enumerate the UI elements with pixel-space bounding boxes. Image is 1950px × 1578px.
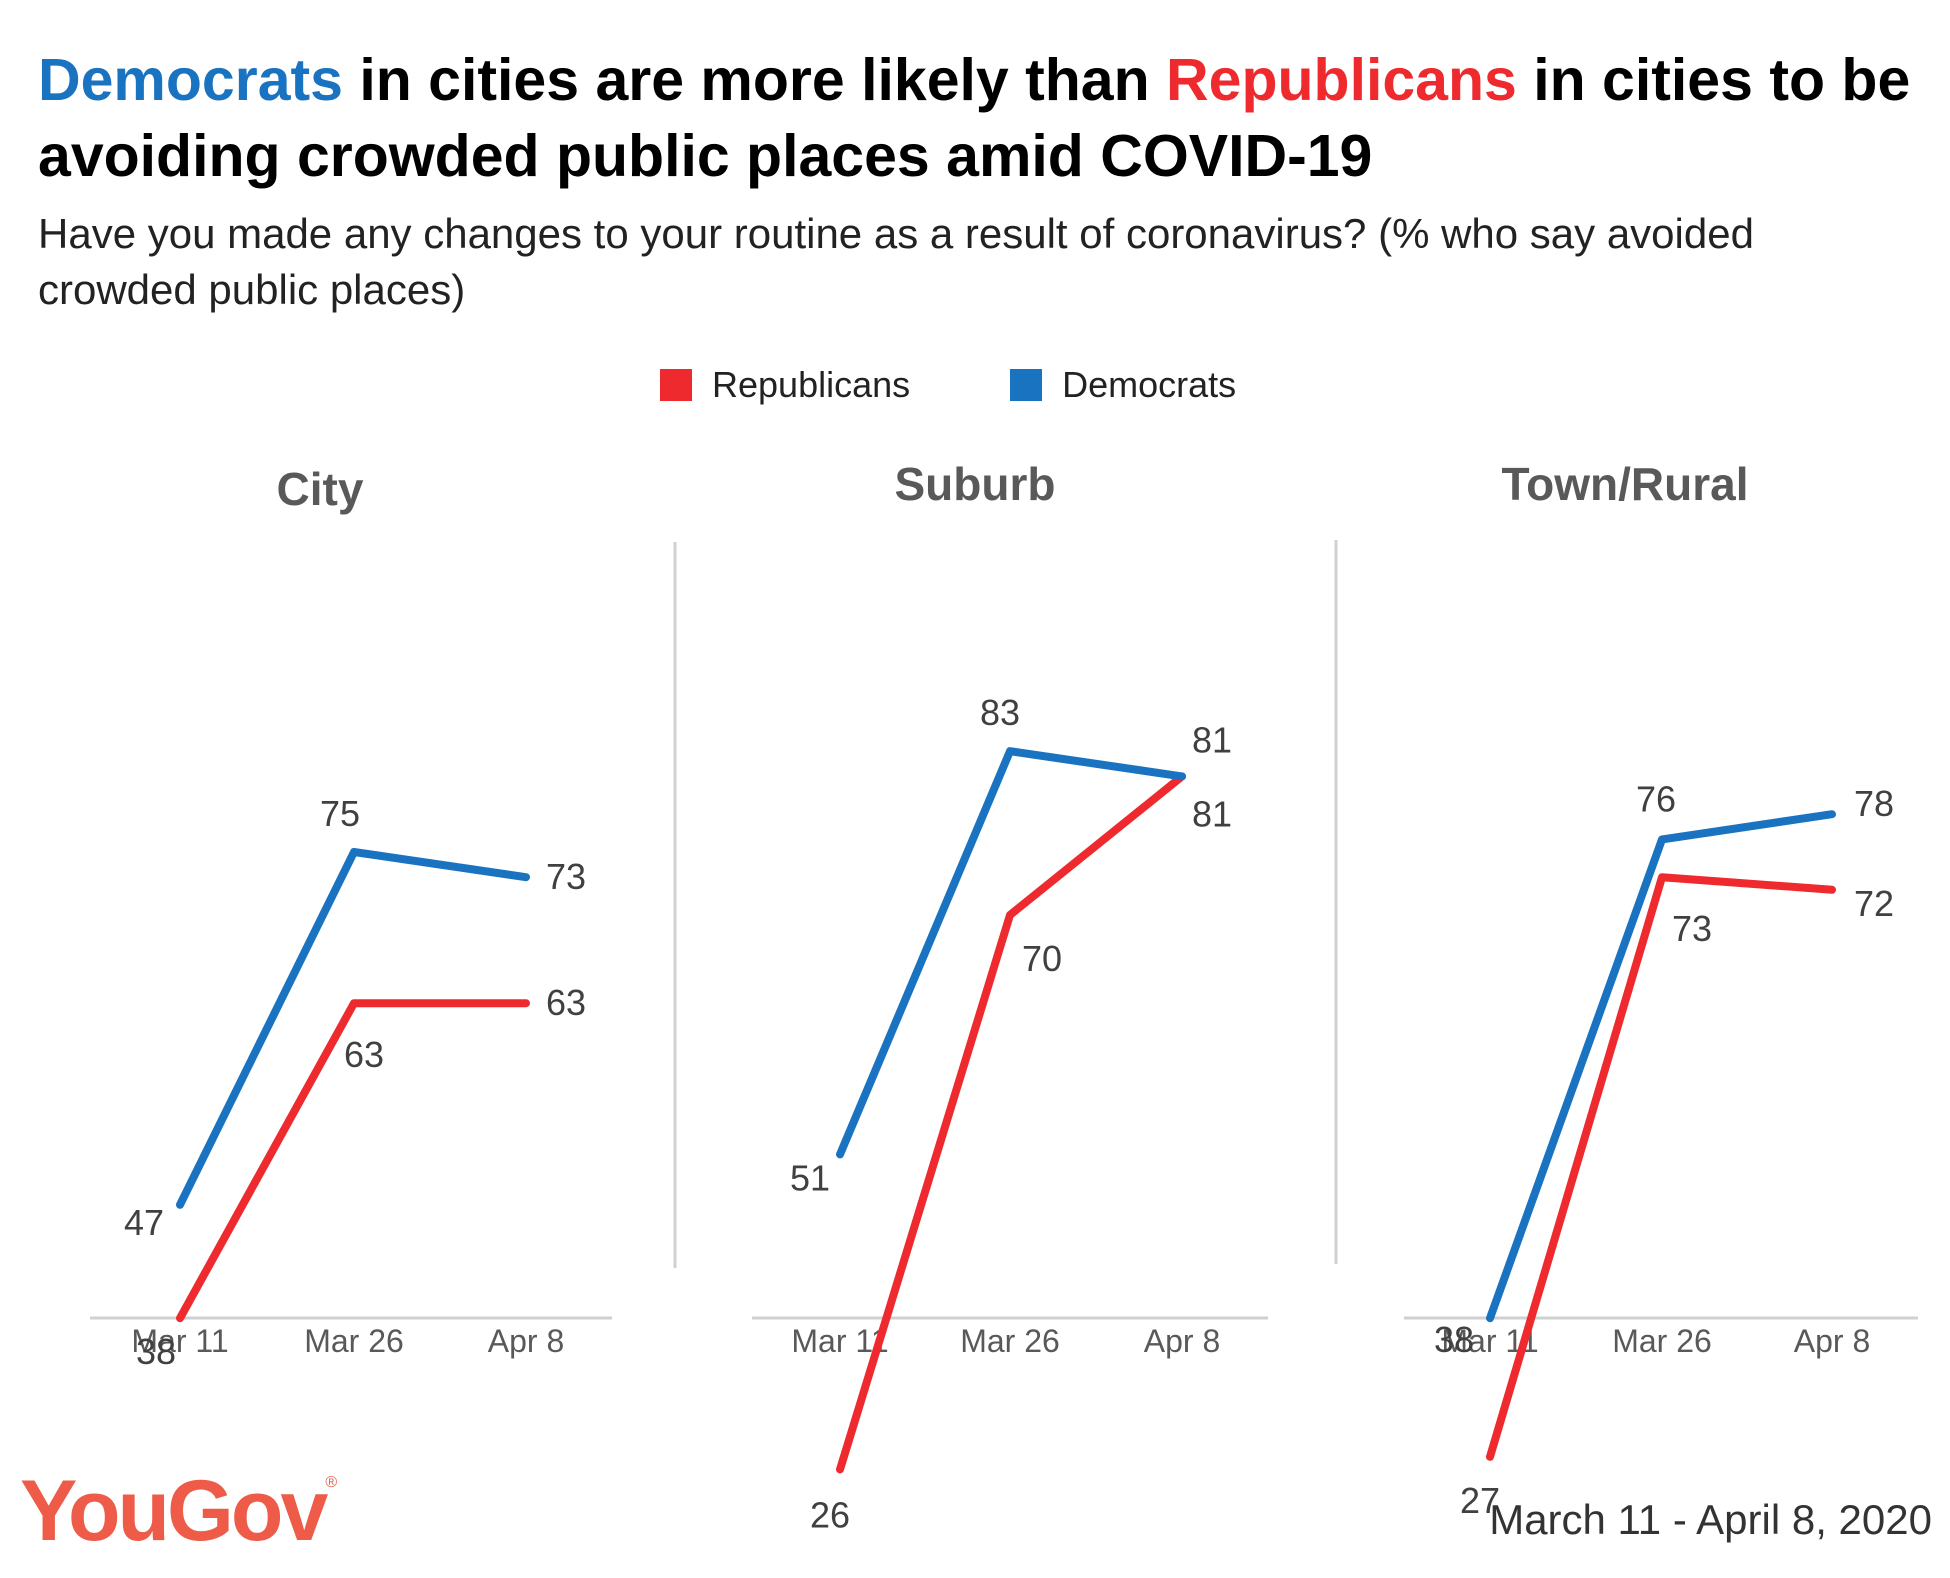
data-label-city-republicans-2: 63: [344, 1034, 384, 1075]
legend-label-democrats: Democrats: [1062, 364, 1237, 405]
series-line-city-democrats: [176, 848, 530, 1209]
series-line-suburb-democrats: [836, 747, 1186, 1159]
tick-label-suburb-2: Mar 26: [960, 1323, 1060, 1359]
chart-subtitle: Have you made any changes to your routin…: [38, 210, 1754, 313]
series-line-suburb-republicans: [836, 772, 1186, 1474]
legend-swatch-republicans: [660, 369, 692, 401]
logo-text: YouGov: [20, 1463, 328, 1559]
data-label-city-democrats-3: 73: [546, 856, 586, 897]
panel-title-city: City: [277, 463, 364, 515]
data-label-suburb-democrats-3: 81: [1192, 719, 1232, 760]
data-label-town-rural-republicans-2: 73: [1672, 908, 1712, 949]
series-line-city-republicans: [176, 999, 530, 1323]
panel-title-town-rural: Town/Rural: [1501, 458, 1748, 510]
data-label-town-rural-democrats-2: 76: [1636, 778, 1676, 819]
data-label-suburb-republicans-3: 81: [1192, 793, 1232, 834]
panel-title-suburb: Suburb: [895, 458, 1056, 510]
data-label-town-rural-republicans-3: 72: [1854, 883, 1894, 924]
title-democrats: Democrats: [38, 47, 343, 113]
data-label-suburb-republicans-2: 70: [1022, 938, 1062, 979]
data-label-suburb-democrats-2: 83: [980, 692, 1020, 733]
legend-swatch-democrats: [1010, 369, 1043, 401]
data-label-town-rural-democrats-1: 38: [1434, 1319, 1474, 1360]
data-label-city-democrats-2: 75: [320, 793, 360, 834]
tick-label-town-rural-3: Apr 8: [1794, 1323, 1870, 1359]
date-range: March 11 - April 8, 2020: [1489, 1496, 1932, 1543]
tick-label-suburb-3: Apr 8: [1144, 1323, 1220, 1359]
data-label-suburb-republicans-1: 26: [810, 1494, 850, 1535]
tick-label-city-2: Mar 26: [304, 1323, 404, 1359]
data-label-city-democrats-1: 47: [124, 1202, 164, 1243]
tick-label-city-3: Apr 8: [488, 1323, 564, 1359]
series-line-town-rural-democrats: [1486, 810, 1836, 1323]
data-label-town-rural-republicans-1: 27: [1460, 1480, 1500, 1521]
legend-item-republicans: Republicans: [660, 364, 910, 406]
title-text-1: in cities are more likely than: [342, 47, 1167, 113]
data-label-city-republicans-3: 63: [546, 982, 586, 1023]
registered-mark: ®: [325, 1474, 338, 1491]
legend-item-democrats: Democrats: [1010, 364, 1236, 406]
title-text-2: in cities to be avoiding crowded public …: [38, 47, 1911, 189]
data-label-town-rural-democrats-3: 78: [1854, 783, 1894, 824]
yougov-logo: YouGov®: [20, 1462, 337, 1561]
legend: Republicans Democrats: [660, 360, 1336, 410]
tick-label-town-rural-2: Mar 26: [1612, 1323, 1712, 1359]
chart-title: Democrats in cities are more likely than…: [38, 42, 1918, 194]
legend-label-republicans: Republicans: [712, 364, 911, 405]
data-label-suburb-democrats-1: 51: [790, 1157, 830, 1198]
title-republicans: Republicans: [1166, 47, 1517, 113]
tick-label-city-1: Mar 11: [131, 1323, 228, 1359]
series-line-town-rural-republicans: [1486, 873, 1836, 1461]
data-label-city-republicans-1: 38: [136, 1331, 176, 1372]
